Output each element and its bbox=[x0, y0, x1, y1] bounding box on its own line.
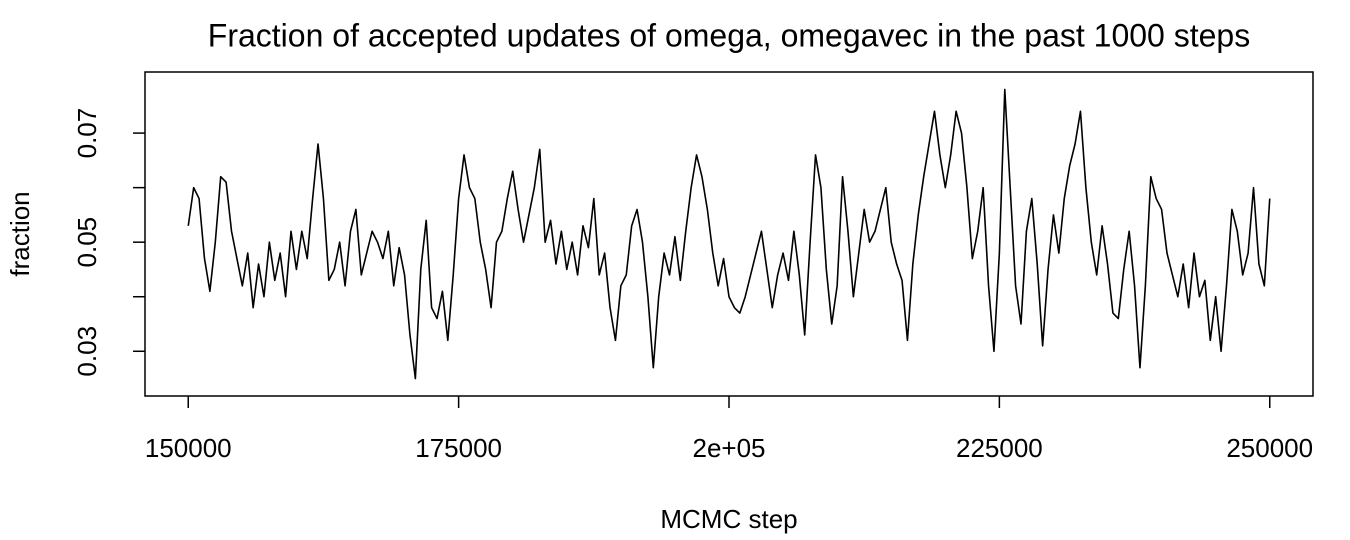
x-tick-label: 225000 bbox=[956, 433, 1043, 463]
y-axis-label: fraction bbox=[5, 191, 35, 276]
x-axis-label: MCMC step bbox=[660, 504, 797, 534]
data-line bbox=[187, 88, 1271, 380]
y-tick-label: 0.05 bbox=[72, 217, 102, 268]
x-tick-label: 2e+05 bbox=[692, 433, 765, 463]
x-tick-label: 175000 bbox=[415, 433, 502, 463]
x-tick-label: 150000 bbox=[145, 433, 232, 463]
y-tick-label: 0.07 bbox=[72, 108, 102, 159]
chart-title: Fraction of accepted updates of omega, o… bbox=[208, 17, 1250, 53]
plot-box bbox=[144, 71, 1314, 397]
y-tick-label: 0.03 bbox=[72, 326, 102, 377]
x-tick-label: 250000 bbox=[1226, 433, 1313, 463]
